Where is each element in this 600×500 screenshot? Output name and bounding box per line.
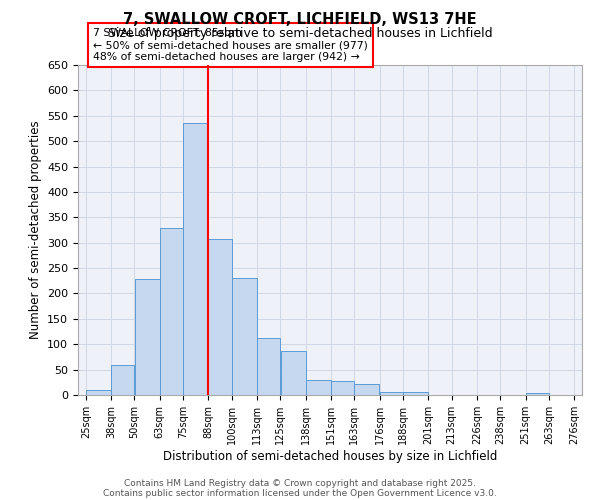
Text: 7, SWALLOW CROFT, LICHFIELD, WS13 7HE: 7, SWALLOW CROFT, LICHFIELD, WS13 7HE	[123, 12, 477, 28]
Bar	[232, 278, 257, 395]
Bar	[526, 394, 549, 395]
Text: Contains HM Land Registry data © Crown copyright and database right 2025.: Contains HM Land Registry data © Crown c…	[124, 478, 476, 488]
Bar	[160, 228, 183, 395]
Bar	[331, 382, 354, 395]
Bar	[208, 238, 232, 395]
Bar	[281, 351, 305, 395]
Bar	[86, 390, 111, 395]
Bar	[306, 380, 331, 395]
X-axis label: Distribution of semi-detached houses by size in Lichfield: Distribution of semi-detached houses by …	[163, 450, 497, 462]
Bar	[183, 124, 208, 395]
Bar	[257, 338, 280, 395]
Y-axis label: Number of semi-detached properties: Number of semi-detached properties	[29, 120, 41, 340]
Bar	[403, 392, 428, 395]
Text: Size of property relative to semi-detached houses in Lichfield: Size of property relative to semi-detach…	[107, 28, 493, 40]
Bar	[380, 392, 403, 395]
Bar	[111, 364, 134, 395]
Bar	[355, 384, 379, 395]
Text: Contains public sector information licensed under the Open Government Licence v3: Contains public sector information licen…	[103, 488, 497, 498]
Text: 7 SWALLOW CROFT: 85sqm
← 50% of semi-detached houses are smaller (977)
48% of se: 7 SWALLOW CROFT: 85sqm ← 50% of semi-det…	[93, 28, 368, 62]
Bar	[134, 279, 160, 395]
